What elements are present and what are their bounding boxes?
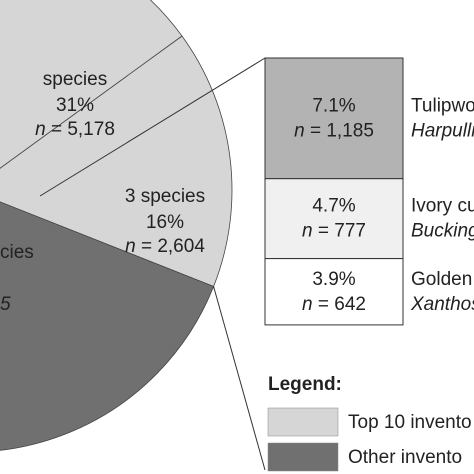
- connector: [213, 286, 266, 471]
- species-latin: Harpulli: [411, 120, 474, 141]
- slice-label: cies: [0, 242, 34, 263]
- breakdown-segment: [264, 178, 404, 260]
- breakdown-segment: [264, 57, 404, 180]
- slice-label: species: [43, 69, 107, 90]
- species-name: Ivory cu: [411, 196, 474, 217]
- slice-label: 3 species: [125, 186, 205, 207]
- species-latin: Xanthos: [410, 294, 474, 315]
- species-name: Golden: [411, 269, 472, 290]
- slice-percent: 31%: [56, 95, 94, 116]
- n-label: n = 5,178: [35, 119, 115, 140]
- n-label: n = 642: [302, 294, 366, 315]
- legend-label: Top 10 invento: [348, 412, 472, 433]
- n-label: n = 1,185: [294, 120, 374, 141]
- breakdown-percent: 4.7%: [312, 196, 355, 217]
- pie-slice: [0, 0, 183, 169]
- n-label: n = 2,604: [125, 236, 205, 257]
- breakdown-percent: 3.9%: [312, 269, 355, 290]
- connector: [39, 57, 266, 197]
- breakdown-percent: 7.1%: [312, 95, 355, 116]
- species-name: Tulipwo: [411, 95, 474, 116]
- n-label: 5: [0, 294, 11, 315]
- legend-swatch: [267, 442, 339, 472]
- pie-slice: [0, 35, 233, 287]
- species-latin: Bucking: [411, 221, 474, 242]
- legend-swatch: [267, 407, 339, 437]
- legend-label: Other invento: [348, 447, 462, 468]
- n-label: n = 777: [302, 221, 366, 242]
- legend-title: Legend:: [268, 374, 342, 395]
- pie-slice: [0, 201, 215, 451]
- slice-percent: 16%: [146, 212, 184, 233]
- breakdown-segment: [264, 258, 404, 326]
